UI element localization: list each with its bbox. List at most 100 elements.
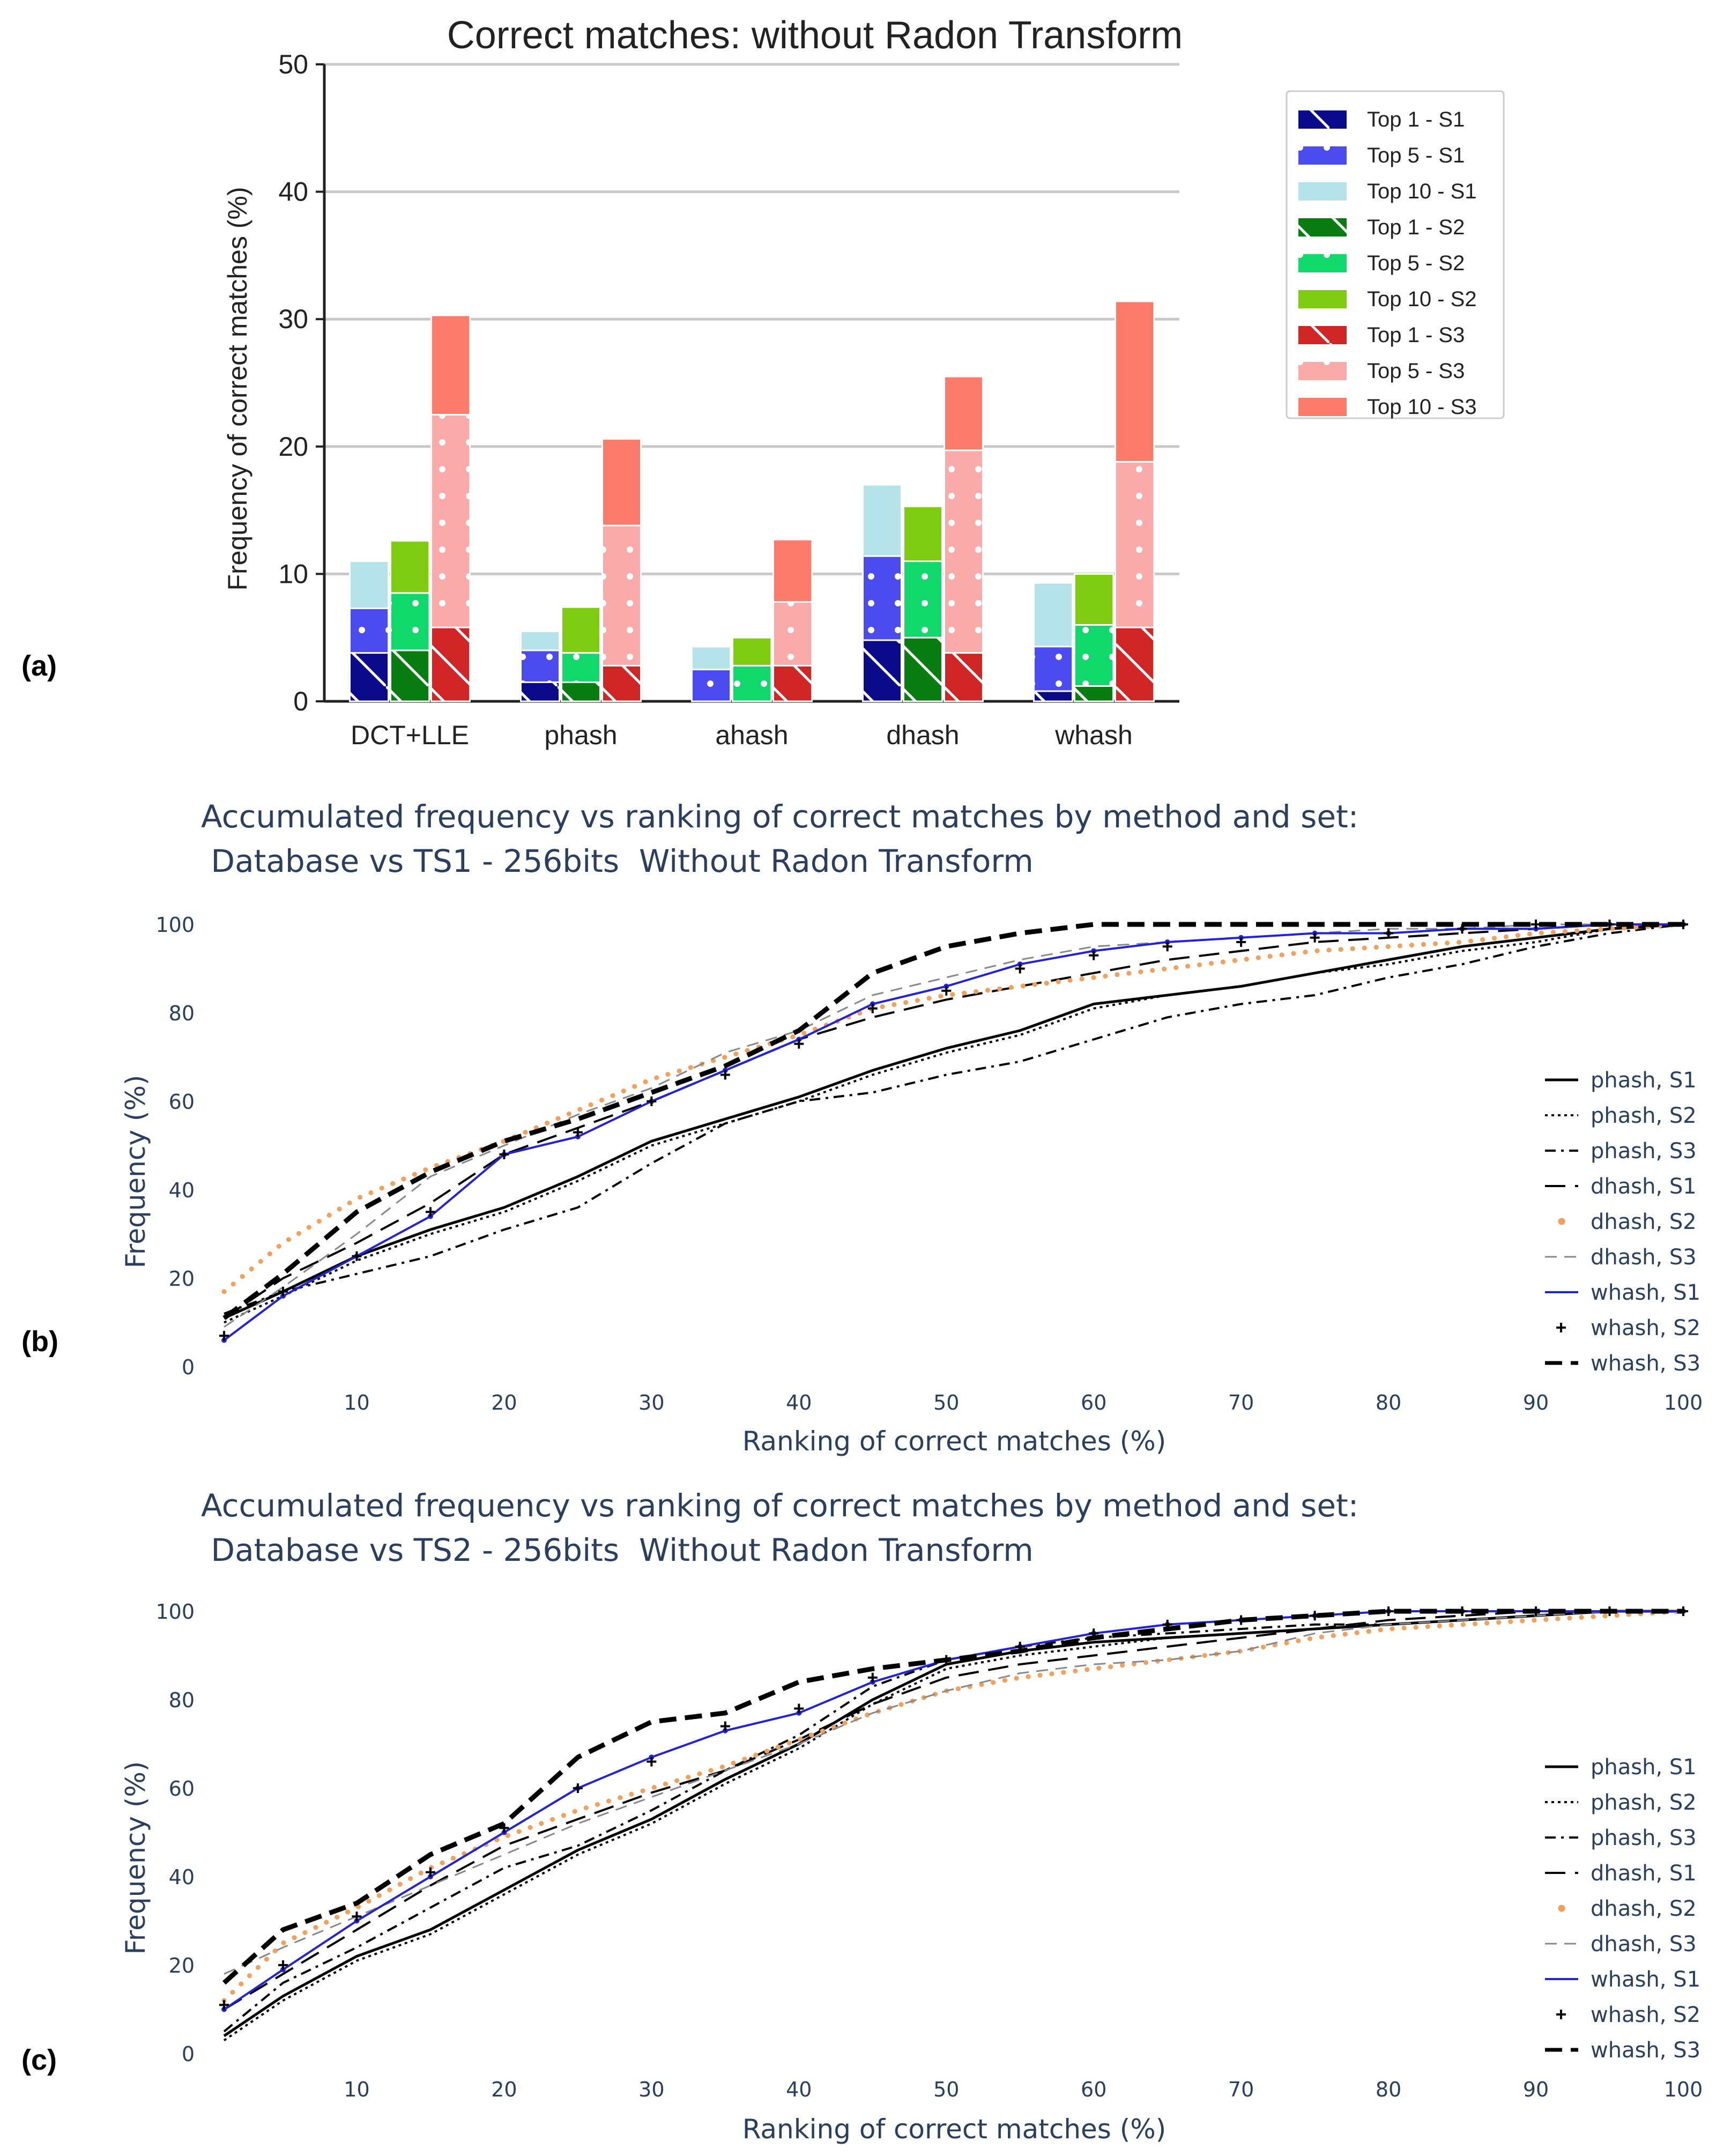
series-whash-s1-line	[223, 923, 1683, 1342]
legend-swatch-pattern	[1298, 110, 1347, 129]
panel-a-x-tick-label: DCT+LLE	[351, 720, 469, 750]
panel-b-x-axis-label: Ranking of correct matches (%)	[742, 1426, 1167, 1457]
legend-c-phash-s2-label: phash, S2	[1591, 1790, 1697, 1815]
series-dhash-s3-line	[224, 1610, 1683, 1975]
panel-b-x-tick-label: 40	[786, 1391, 812, 1414]
panel-b-legend: phash, S1 phash, S2 phash, S3 dhash, S1 dhas…	[1545, 1068, 1700, 1376]
legend-c-whash-s3-label: whash, S3	[1591, 2038, 1700, 2063]
bar-pattern-top1-s2	[1074, 686, 1113, 701]
series-whash-s2-marker	[941, 986, 952, 996]
panel-b-x-tick-label: 30	[638, 1391, 664, 1414]
series-whash-s3-line	[222, 1609, 1683, 1985]
series-dhash-s2-line	[221, 922, 1686, 1294]
panel-b-y-tick-label: 20	[169, 1267, 195, 1291]
series-whash-s2-marker	[1310, 932, 1320, 943]
panel-a-x-tick-label: dhash	[886, 720, 959, 750]
legend-label: Top 5 - S3	[1367, 359, 1465, 383]
series-dhash-s1-line	[223, 1610, 1683, 2011]
legend-label: Top 10 - S2	[1367, 287, 1477, 311]
bar-pattern-top5-s2	[732, 665, 771, 701]
bar-pattern-top1-s2	[561, 682, 600, 701]
panel-a-bar-chart: (a) Correct matches: without Radon Trans…	[21, 14, 1505, 750]
series-whash-s2-marker	[1384, 928, 1394, 938]
bar-pattern-top1-s3	[602, 665, 641, 701]
panel-a-x-tick-label: whash	[1054, 720, 1133, 750]
panel-b-y-tick-label: 0	[182, 1355, 195, 1379]
legend-b-whash-s2-label: whash, S2	[1591, 1316, 1700, 1340]
panel-b-x-tick-label: 50	[933, 1391, 959, 1414]
series-whash-s2-marker	[647, 1096, 657, 1106]
series-whash-s2-marker	[1015, 964, 1025, 974]
series-dhash-s1-line	[223, 923, 1683, 1319]
panel-c-x-tick-label: 80	[1376, 2078, 1401, 2101]
bar-pattern-top1-s1	[350, 653, 389, 701]
panel-c-y-tick-label: 80	[169, 1688, 195, 1712]
panel-b-y-tick-label: 60	[169, 1090, 195, 1114]
panel-a-x-tick-label: ahash	[715, 720, 788, 750]
panel-b-label: (b)	[21, 1325, 58, 1358]
series-whash-s2-marker	[573, 1783, 583, 1793]
panel-c-x-tick-label: 40	[786, 2078, 812, 2101]
bar-pattern-top1-s3	[431, 627, 470, 701]
panel-b-y-tick-label: 100	[155, 913, 195, 937]
panel-a-y-tick-label: 0	[293, 686, 308, 716]
legend-c-dhash-s3-label: dhash, S3	[1591, 1932, 1697, 1957]
panel-c-y-tick-label: 0	[182, 2042, 195, 2066]
legend-b-whash-s2-swatch	[1556, 1323, 1566, 1332]
legend-swatch-pattern	[1298, 254, 1347, 272]
legend-c-dhash-s2-label: dhash, S2	[1591, 1896, 1697, 1921]
series-whash-s2-marker	[1162, 942, 1172, 952]
legend-label: Top 5 - S1	[1367, 144, 1465, 167]
legend-b-whash-s1-label: whash, S1	[1591, 1280, 1700, 1305]
legend-b-whash-s3-label: whash, S3	[1591, 1351, 1700, 1376]
legend-swatch-pattern	[1298, 362, 1347, 380]
panel-c-y-tick-label: 20	[169, 1954, 195, 1977]
panel-a-y-tick-label: 40	[278, 177, 308, 207]
series-dhash-s2-line	[221, 1609, 1686, 2003]
panel-b-line-chart: (b) Accumulated frequency vs ranking of …	[21, 798, 1703, 1457]
legend-b-phash-s2-label: phash, S2	[1591, 1103, 1697, 1128]
legend-c-phash-s3-label: phash, S3	[1591, 1826, 1697, 1850]
series-whash-s2-marker	[794, 1039, 804, 1049]
panel-a-x-ticks: DCT+LLE phash ahash dhash whash	[351, 720, 1133, 750]
panel-c-axes: 0 20 40 60 80 100 10 20 30 40 50 60 70 80 90 100	[155, 1600, 1703, 2101]
panel-b-y-tick-label: 80	[169, 1002, 195, 1025]
bar-pattern-top1-s3	[1115, 627, 1154, 701]
bar-pattern-top5-s1	[692, 669, 731, 701]
panel-c-legend: phash, S1 phash, S2 phash, S3 dhash, S1 dhas…	[1545, 1755, 1700, 2063]
series-phash-s3-line	[224, 923, 1684, 1315]
panel-c-x-tick-label: 70	[1228, 2078, 1254, 2101]
series-phash-s3-line	[223, 1610, 1683, 2033]
legend-swatch-top10-s3	[1298, 398, 1347, 416]
bar-pattern-top1-s2	[390, 650, 429, 701]
legend-b-dhash-s3-label: dhash, S3	[1591, 1245, 1697, 1270]
legend-label: Top 1 - S1	[1367, 108, 1465, 131]
panel-a-y-axis-label: Frequency of correct matches (%)	[222, 187, 252, 590]
legend-c-whash-s2-label: whash, S2	[1591, 2003, 1700, 2027]
panel-a-bars	[349, 300, 1155, 702]
legend-label: Top 10 - S3	[1367, 395, 1477, 419]
bar-pattern-top1-s1	[1034, 691, 1073, 701]
legend-b-dhash-s1-label: dhash, S1	[1591, 1174, 1697, 1199]
panel-c-y-axis-label: Frequency (%)	[120, 1761, 151, 1955]
legend-swatch-top10-s2	[1298, 290, 1347, 308]
series-whash-s2-marker	[425, 1867, 435, 1877]
series-whash-s2-marker	[278, 1960, 288, 1970]
series-phash-s2-line	[224, 923, 1684, 1324]
series-whash-s2-marker	[867, 1672, 878, 1683]
series-whash-s2-marker	[1236, 937, 1246, 947]
bar-pattern-top1-s3	[944, 653, 983, 701]
panel-a-legend: Top 1 - S1 Top 5 - S1 Top 10 - S1 Top 1 - S…	[1286, 90, 1505, 419]
series-whash-s2-marker	[352, 1911, 362, 1922]
panel-c-x-tick-label: 50	[933, 2078, 959, 2101]
series-whash-s2-marker	[573, 1127, 583, 1137]
bar-pattern-top1-s3	[773, 665, 812, 701]
legend-c-whash-s1-label: whash, S1	[1591, 1967, 1700, 1992]
series-whash-s2-marker	[278, 1286, 288, 1296]
panel-a-label: (a)	[21, 650, 57, 682]
panel-a-y-tick-label: 50	[278, 49, 308, 79]
panel-b-x-tick-label: 90	[1523, 1391, 1549, 1414]
panel-a-title: Correct matches: without Radon Transform	[447, 14, 1183, 57]
bar-pattern-top1-s1	[863, 640, 902, 701]
